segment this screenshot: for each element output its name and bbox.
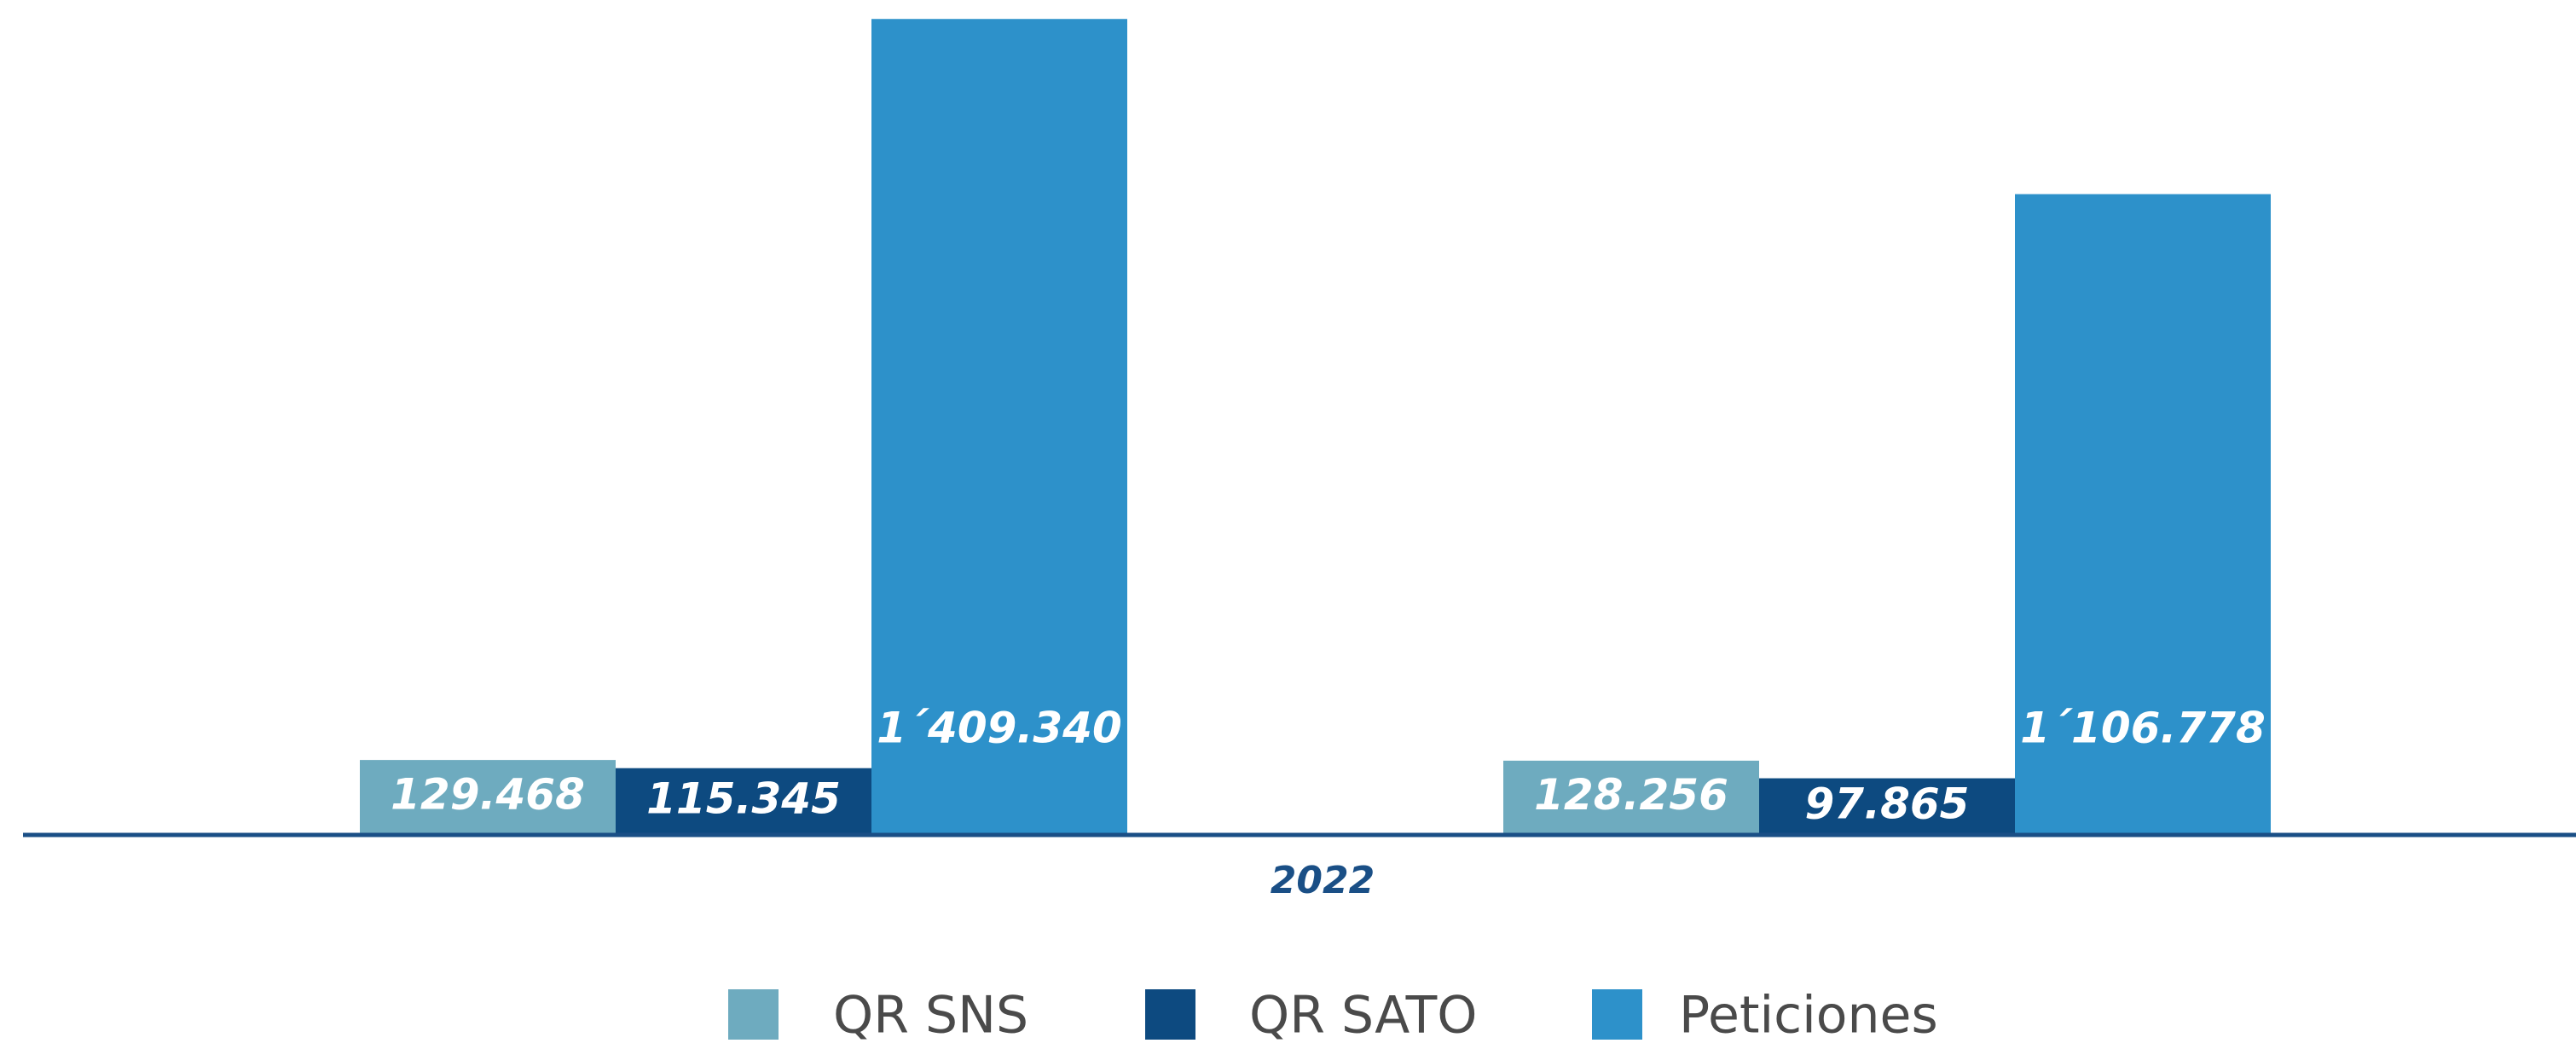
- value-label: 128.256: [1534, 770, 1728, 820]
- legend-label: Peticiones: [1679, 986, 1938, 1046]
- bar: [871, 19, 1127, 835]
- value-label: 129.468: [391, 770, 585, 820]
- legend-swatch: [728, 989, 779, 1040]
- legend-swatch: [1592, 989, 1642, 1040]
- value-label: 97.865: [1805, 779, 1970, 828]
- legend-label: QR SNS: [833, 986, 1028, 1046]
- value-label: 115.345: [646, 774, 841, 823]
- bar: [1503, 760, 1759, 835]
- value-label: 1´106.778: [2020, 704, 2266, 753]
- bar: [2015, 194, 2271, 835]
- legend-label: QR SATO: [1249, 986, 1477, 1046]
- x-axis-label: 2022: [1271, 859, 1375, 902]
- bar: [616, 768, 871, 835]
- bar: [1759, 778, 2015, 835]
- bar: [360, 760, 616, 835]
- legend-swatch: [1145, 989, 1195, 1040]
- value-label: 1´409.340: [877, 704, 1122, 753]
